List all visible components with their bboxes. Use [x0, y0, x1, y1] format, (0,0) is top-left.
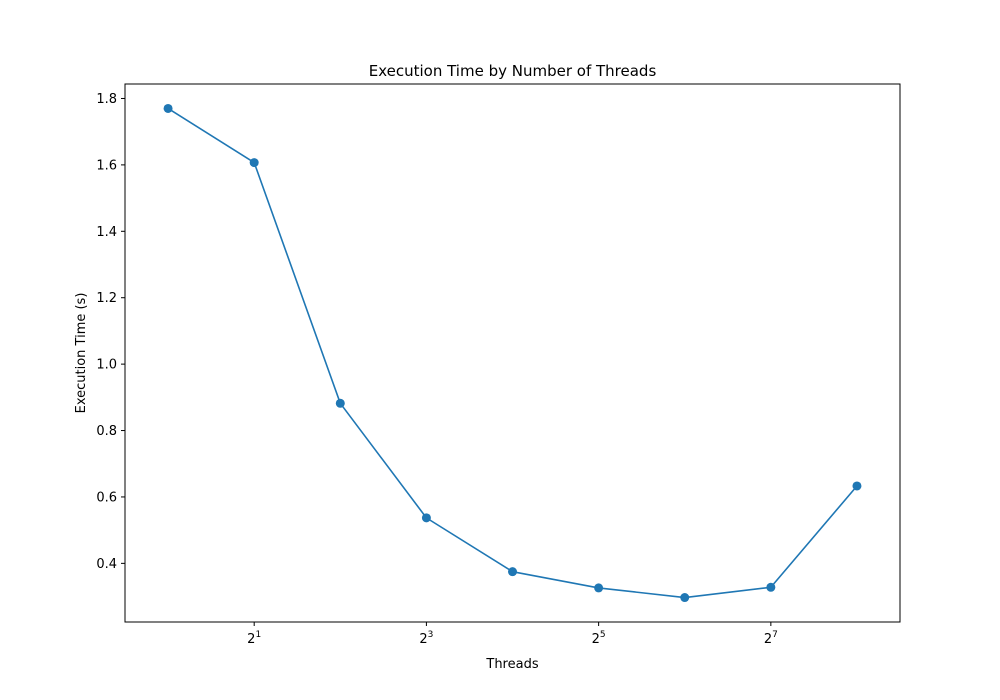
series-line	[167, 107, 858, 599]
series-points	[163, 103, 862, 603]
y-tick-label: 1.4	[96, 225, 117, 240]
data-point	[249, 158, 259, 168]
x-tick-exponent: 1	[255, 630, 261, 640]
data-point	[766, 582, 776, 592]
data-point	[594, 583, 604, 593]
y-tick-label: 0.6	[96, 490, 117, 505]
x-tick-base: 2	[592, 632, 600, 647]
data-point	[680, 593, 690, 603]
y-axis: 0.4 0.6 0.8 1.0 1.2 1.4 1.6 1.8	[96, 92, 125, 572]
x-tick-exponent: 7	[772, 630, 778, 640]
data-point	[421, 513, 431, 523]
data-point	[508, 567, 518, 577]
x-tick-base: 2	[247, 632, 255, 647]
chart-title: Execution Time by Number of Threads	[369, 62, 657, 80]
data-point	[852, 481, 862, 491]
x-tick-exponent: 5	[600, 630, 606, 640]
x-tick-label: 23	[419, 630, 433, 647]
y-tick-label: 1.6	[96, 158, 117, 173]
x-tick-label: 27	[764, 630, 778, 647]
x-tick-label: 21	[247, 630, 261, 647]
x-tick-base: 2	[764, 632, 772, 647]
x-tick-label: 25	[592, 630, 606, 647]
y-axis-title: Execution Time (s)	[74, 293, 89, 414]
data-point	[163, 103, 173, 113]
x-axis: 21 23 25 27	[247, 622, 778, 647]
y-tick-label: 1.2	[96, 291, 117, 306]
y-tick-label: 0.8	[96, 424, 117, 439]
y-tick-label: 1.0	[96, 358, 117, 373]
x-tick-base: 2	[419, 632, 427, 647]
data-point	[335, 398, 345, 408]
x-tick-exponent: 3	[428, 630, 434, 640]
y-tick-label: 0.4	[96, 557, 117, 572]
x-axis-title: Threads	[485, 657, 538, 672]
y-tick-label: 1.8	[96, 92, 117, 107]
plot-area-frame	[124, 83, 901, 623]
